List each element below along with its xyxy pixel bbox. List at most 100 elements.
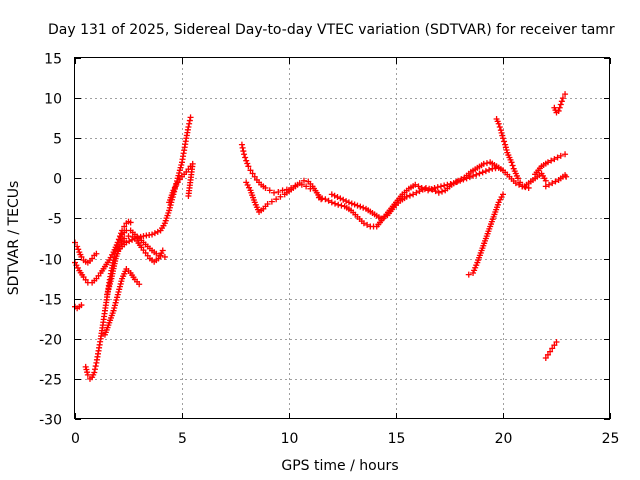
data-point (482, 168, 489, 175)
data-point (161, 253, 168, 260)
data-point (125, 233, 132, 240)
data-point (552, 178, 559, 185)
data-point (104, 291, 111, 298)
data-point (240, 148, 247, 155)
data-point (243, 157, 250, 164)
data-point (106, 280, 113, 287)
data-point (264, 201, 271, 208)
data-point (186, 120, 193, 127)
data-point (332, 200, 339, 207)
data-point (546, 181, 553, 188)
series-arc-q (551, 91, 569, 116)
data-point (337, 195, 344, 202)
data-point (175, 172, 182, 179)
data-point (558, 98, 565, 105)
data-point (357, 203, 364, 210)
data-point (84, 371, 91, 378)
data-point (303, 183, 310, 190)
y-tick-label: 0 (53, 172, 62, 188)
data-point (319, 195, 326, 202)
data-point (113, 297, 120, 304)
data-point (495, 120, 502, 127)
data-point (360, 220, 367, 227)
data-point (465, 271, 472, 278)
data-point (422, 184, 429, 191)
data-point (498, 129, 505, 136)
data-point (486, 166, 493, 173)
data-point (364, 221, 371, 228)
data-point (406, 192, 413, 199)
data-point (403, 193, 410, 200)
data-point (441, 182, 448, 189)
data-point (271, 189, 278, 196)
x-axis-title: GPS time / hours (281, 458, 398, 474)
data-point (381, 213, 388, 220)
data-point (172, 183, 179, 190)
series-arc-d (82, 218, 134, 382)
data-point (247, 167, 254, 174)
data-point (298, 181, 305, 188)
data-point (154, 228, 161, 235)
data-point (74, 243, 81, 250)
data-point (116, 283, 123, 290)
data-point (554, 154, 561, 161)
data-point (78, 253, 85, 260)
data-point (354, 202, 361, 209)
series-arc-m (493, 115, 549, 190)
data-point (116, 233, 123, 240)
data-point (473, 171, 480, 178)
data-point (335, 201, 342, 208)
data-point (104, 288, 111, 295)
data-point (110, 307, 117, 314)
data-point (435, 189, 442, 196)
series-arc-l (328, 159, 532, 222)
data-point (111, 302, 118, 309)
data-point (115, 236, 122, 243)
y-tick-label: -10 (39, 253, 62, 269)
data-point (249, 170, 256, 177)
series-arc-h (166, 160, 196, 206)
data-point (413, 189, 420, 196)
series-arc-o (532, 151, 569, 178)
data-point (149, 231, 156, 238)
data-point (325, 197, 332, 204)
series-arc-i (238, 141, 325, 203)
data-point (503, 146, 510, 153)
data-point (502, 144, 509, 151)
data-point (334, 194, 341, 201)
y-tick-labels: -30 -25 -20 -15 -10 -5 0 5 10 15 (39, 52, 62, 429)
data-point (300, 177, 307, 184)
data-point (551, 342, 558, 349)
x-tick-label: 25 (602, 431, 620, 447)
data-point (114, 242, 121, 249)
data-point (127, 219, 134, 226)
data-point (360, 204, 367, 211)
data-point (338, 202, 345, 209)
data-point (542, 183, 549, 190)
data-point (151, 230, 158, 237)
data-point (91, 369, 98, 376)
data-point (555, 107, 562, 114)
y-tick-label: 5 (53, 132, 62, 148)
data-point (307, 185, 314, 192)
data-point (551, 156, 558, 163)
y-axis-title: SDTVAR / TECUs (6, 181, 22, 296)
data-point (239, 144, 246, 151)
data-point (562, 91, 569, 98)
data-point (275, 188, 282, 195)
data-point (553, 338, 560, 345)
data-point (244, 160, 251, 167)
data-point (419, 186, 426, 193)
data-point (328, 199, 335, 206)
series-arc-b (72, 302, 85, 312)
data-point (557, 152, 564, 159)
data-point (439, 188, 446, 195)
data-point (84, 369, 91, 376)
series-arc-r (542, 338, 560, 362)
data-point (476, 170, 483, 177)
data-point (548, 157, 555, 164)
data-point (75, 246, 82, 253)
data-point (134, 234, 141, 241)
series-arc-n (465, 191, 506, 278)
